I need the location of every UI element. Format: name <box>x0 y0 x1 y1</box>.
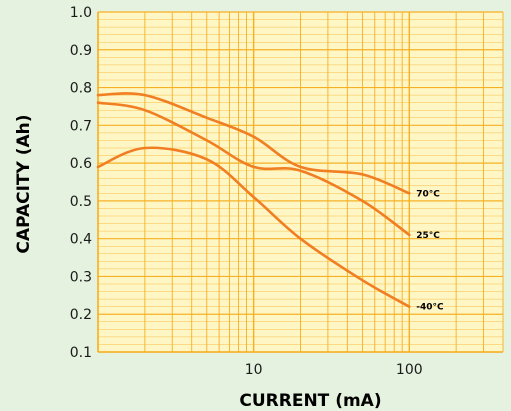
x-axis-title: CURRENT (mA) <box>239 391 381 411</box>
series-line-2 <box>96 101 411 237</box>
y-tick-label: 0.7 <box>70 118 92 134</box>
y-tick-label: 0.3 <box>70 269 92 285</box>
y-tick-label: 0.5 <box>70 194 92 210</box>
y-axis-title: CAPACITY (Ah) <box>14 114 34 253</box>
y-tick-label: 0.6 <box>70 156 92 172</box>
series-label-2: 25°C <box>416 231 440 241</box>
series-label-1: 70°C <box>416 189 440 199</box>
series-label-3: -40°C <box>416 303 444 313</box>
series-line-1 <box>96 92 411 195</box>
series-line-3 <box>96 146 411 308</box>
y-tick-label: 0.1 <box>70 345 92 361</box>
x-tick-label: 10 <box>245 362 263 378</box>
x-tick-label: 100 <box>396 362 423 378</box>
y-tick-label: 0.9 <box>70 43 92 59</box>
y-tick-label: 0.8 <box>70 81 92 97</box>
y-tick-label: 1.0 <box>70 5 92 21</box>
y-tick-label: 0.4 <box>70 232 92 248</box>
y-tick-label: 0.2 <box>70 307 92 323</box>
